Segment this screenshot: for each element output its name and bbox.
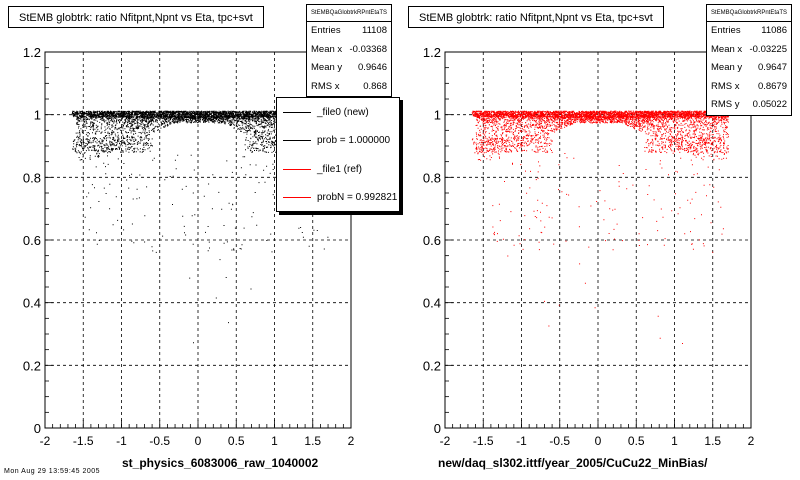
- stats-label: Mean y: [711, 62, 743, 73]
- x-tick-label: -1.5: [73, 434, 94, 448]
- left-stats-row-entries: Entries 11108: [307, 22, 391, 41]
- y-tick-label: 0.4: [23, 296, 41, 311]
- legend-box: _file0 (new) prob = 1.000000 _file1 (ref…: [276, 97, 400, 212]
- legend-label: _file0 (new): [317, 106, 369, 118]
- y-tick-label: 0.4: [423, 296, 441, 311]
- scatter-points: [471, 110, 729, 344]
- x-tick-label: -1: [116, 434, 127, 448]
- right-plot-title: StEMB globtrk: ratio Nfitpnt,Npnt vs Eta…: [408, 6, 664, 28]
- left-plot-title: StEMB globtrk: ratio Nfitpnt,Npnt vs Eta…: [8, 6, 264, 28]
- right-stats-row-entries: Entries 11086: [707, 22, 791, 41]
- x-tick-label: -1.5: [473, 434, 494, 448]
- left-stats-row-mean-x: Mean x -0.03368: [307, 41, 391, 60]
- y-tick-label: 0.6: [23, 233, 41, 248]
- left-stats-row-mean-y: Mean y 0.9646: [307, 59, 391, 78]
- right-stats-title: StEMBQaGlobtrkRPntEtaTS: [707, 5, 791, 22]
- scatter-markers: [471, 110, 729, 344]
- y-tick-label: 0: [434, 421, 441, 436]
- stats-value: -0.03225: [749, 43, 787, 55]
- x-tick-label: 0: [195, 434, 202, 448]
- y-tick-label: 1.2: [423, 45, 441, 60]
- right-plot-panel: -2 -1.5 -1 -0.5 0 0.5 1 1.5 2 0 0.2 0.4 0.6 0.8 1 1.2 S…: [400, 0, 800, 480]
- y-tick-label: 0.2: [23, 358, 41, 373]
- legend-line-red: [283, 197, 311, 199]
- right-stats-row-rms-x: RMS x 0.8679: [707, 78, 791, 97]
- stats-label: RMS x: [311, 80, 340, 92]
- stats-label: Mean x: [311, 43, 343, 55]
- stats-value: 0.05022: [752, 99, 787, 110]
- stats-label: RMS x: [711, 80, 740, 92]
- stats-value: 0.9646: [357, 62, 387, 73]
- stats-value: 0.868: [363, 80, 387, 92]
- stats-label: Mean y: [311, 62, 343, 73]
- right-stats-row-mean-x: Mean x -0.03225: [707, 41, 791, 60]
- left-stats-row-rms-x: RMS x 0.868: [307, 78, 391, 97]
- stats-label: RMS y: [711, 99, 740, 110]
- legend-entry-file0: _file0 (new): [277, 98, 399, 127]
- legend-line-black: [283, 140, 311, 142]
- stats-label: Entries: [711, 25, 741, 36]
- right-stats-row-mean-y: Mean y 0.9647: [707, 59, 791, 78]
- x-tick-label: 0: [595, 434, 602, 448]
- y-tick-label: 1.2: [23, 45, 41, 60]
- stats-value: 11108: [361, 25, 387, 36]
- left-x-axis-title: st_physics_6083006_raw_1040002: [122, 456, 319, 470]
- left-stats-box: StEMBQaGlobtrkRPntEtaTS Entries 11108 Mea…: [306, 4, 392, 97]
- x-tick-label: -2: [40, 434, 51, 448]
- y-tick-label: 0.8: [23, 170, 41, 185]
- right-x-axis-title: new/daq_sl302.ittf/year_2005/CuCu22_MinB…: [438, 456, 708, 470]
- legend-entry-prob: prob = 1.000000: [277, 127, 399, 156]
- y-tick-label: 1: [434, 108, 441, 123]
- x-tick-label: 0.5: [628, 434, 645, 448]
- x-tick-label: 0.5: [228, 434, 245, 448]
- stats-value: 0.9647: [757, 62, 787, 73]
- stats-value: 11086: [761, 25, 787, 36]
- x-tick-label: 1: [671, 434, 678, 448]
- x-tick-label: 1.5: [304, 434, 321, 448]
- y-tick-label: 0: [34, 421, 41, 436]
- stats-label: Entries: [311, 25, 341, 36]
- legend-label: prob = 1.000000: [317, 135, 391, 147]
- footer-timestamp: Mon Aug 29 13:59:45 2005: [4, 468, 101, 475]
- x-tick-label: -1: [516, 434, 527, 448]
- right-stats-row-rms-y: RMS y 0.05022: [707, 96, 791, 115]
- stats-label: Mean x: [711, 43, 743, 55]
- legend-entry-file1: _file1 (ref): [277, 155, 399, 184]
- x-tick-label: 2: [748, 434, 755, 448]
- left-stats-title: StEMBQaGlobtrkRPntEtaTS: [307, 5, 391, 22]
- left-plot-panel: -2 -1.5 -1 -0.5 0 0.5 1 1.5 2 0 0.2 0.4 0.6 0.8 1 1.2 S…: [8, 4, 400, 470]
- right-stats-box: StEMBQaGlobtrkRPntEtaTS Entries 11086 Mea…: [706, 4, 792, 116]
- stats-value: 0.8679: [757, 80, 787, 92]
- x-tick-label: -0.5: [149, 434, 170, 448]
- y-tick-label: 0.2: [423, 358, 441, 373]
- legend-line-black: [283, 111, 311, 113]
- right-scatter-plot: -2 -1.5 -1 -0.5 0 0.5 1 1.5 2 0 0.2 0.4 0.6 0.8 1 1.2: [423, 45, 755, 448]
- y-tick-label: 0.6: [423, 233, 441, 248]
- legend-label: _file1 (ref): [317, 163, 363, 175]
- legend-line-red: [283, 168, 311, 170]
- y-tick-label: 0.8: [423, 170, 441, 185]
- x-tick-label: 1: [271, 434, 278, 448]
- legend-label: probN = 0.992821: [317, 192, 398, 204]
- x-tick-label: -0.5: [549, 434, 570, 448]
- legend-entry-probn: probN = 0.992821: [277, 184, 399, 212]
- stats-value: -0.03368: [349, 43, 387, 55]
- x-tick-label: 2: [348, 434, 355, 448]
- x-tick-label: 1.5: [704, 434, 721, 448]
- x-tick-label: -2: [440, 434, 451, 448]
- y-tick-label: 1: [34, 108, 41, 123]
